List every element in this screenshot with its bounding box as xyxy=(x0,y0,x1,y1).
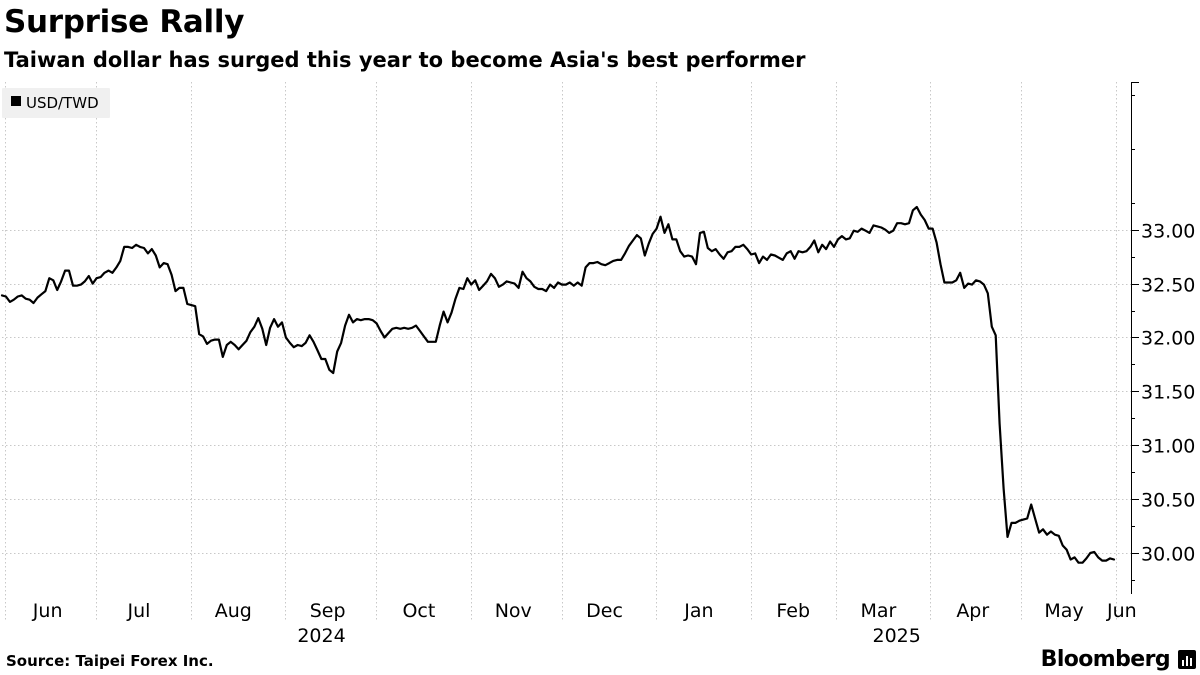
chart-subtitle: Taiwan dollar has surged this year to be… xyxy=(4,48,806,72)
y-axis: 30.00 30.50 31.00 31.50 32.00 32.50 33.00 xyxy=(1131,82,1195,594)
x-tick-label: Sep xyxy=(310,600,346,622)
y-tick-label: 33.00 xyxy=(1141,221,1195,243)
y-tick-label: 31.00 xyxy=(1141,436,1195,458)
x-tick-label: Jan xyxy=(683,600,713,622)
chart-title: Surprise Rally xyxy=(4,4,245,40)
x-tick-label: Jun xyxy=(32,600,63,622)
x-tick-label: Nov xyxy=(495,600,532,622)
legend-label-usd-twd: USD/TWD xyxy=(26,94,99,112)
x-tick-label: Apr xyxy=(956,600,989,622)
y-tick-label: 32.50 xyxy=(1141,275,1195,297)
bloomberg-mark-icon xyxy=(1178,650,1196,669)
x-year-label: 2025 xyxy=(872,625,920,647)
x-tick-label: Dec xyxy=(586,600,623,622)
y-tick-label: 32.00 xyxy=(1141,328,1195,350)
legend-background xyxy=(2,88,110,118)
legend: USD/TWD xyxy=(2,88,110,118)
grid-lines xyxy=(2,82,1131,620)
y-tick-label: 31.50 xyxy=(1141,382,1195,404)
x-year-label: 2024 xyxy=(297,625,345,647)
x-tick-label: Jun xyxy=(1106,600,1137,622)
legend-swatch xyxy=(11,96,21,106)
x-tick-label: Jul xyxy=(126,600,150,622)
source-note: Source: Taipei Forex Inc. xyxy=(6,652,214,670)
series-line-usd-twd xyxy=(0,205,1116,564)
x-axis: Jun Jul Aug Sep Oct Nov Dec Jan Feb Mar Apr May Jun 2… xyxy=(32,600,1137,647)
x-tick-label: Mar xyxy=(860,600,896,622)
bloomberg-logo: Bloomberg xyxy=(1040,647,1171,672)
x-tick-label: May xyxy=(1044,600,1083,622)
series-usd-twd xyxy=(0,205,1116,564)
x-tick-label: Oct xyxy=(402,600,435,622)
x-tick-label: Feb xyxy=(776,600,810,622)
y-tick-label: 30.50 xyxy=(1141,490,1195,512)
y-tick-label: 30.00 xyxy=(1141,544,1195,566)
x-tick-label: Aug xyxy=(215,600,252,622)
